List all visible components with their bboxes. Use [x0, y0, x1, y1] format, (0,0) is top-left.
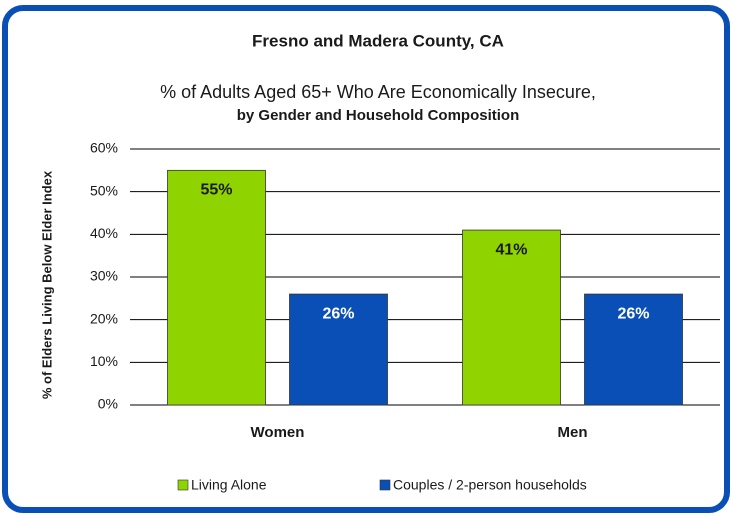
bar — [584, 293, 683, 406]
bar — [462, 229, 561, 406]
y-tick-label: 60% — [90, 140, 118, 156]
chart-subtitle: % of Adults Aged 65+ Who Are Economicall… — [160, 82, 596, 102]
y-tick-label: 20% — [90, 310, 118, 326]
data-label: 26% — [322, 305, 354, 322]
chart-title: Fresno and Madera County, CA — [252, 31, 504, 50]
y-tick-label: 10% — [90, 353, 118, 369]
y-tick-label: 30% — [90, 268, 118, 284]
data-label: 55% — [200, 182, 232, 199]
data-label: 26% — [617, 305, 649, 322]
legend-label: Living Alone — [191, 477, 267, 493]
data-label: 41% — [495, 241, 527, 258]
legend-swatch — [379, 479, 391, 491]
legend-swatch — [177, 479, 189, 491]
bar — [289, 293, 388, 406]
x-tick-label: Women — [251, 424, 305, 441]
y-axis-label: % of Elders Living Below Elder Index — [39, 170, 54, 399]
legend-label: Couples / 2-person households — [393, 477, 587, 493]
x-tick-label: Men — [558, 424, 588, 441]
y-tick-label: 40% — [90, 225, 118, 241]
bar — [167, 169, 266, 406]
chart-subtitle: by Gender and Household Composition — [237, 107, 520, 124]
y-tick-label: 50% — [90, 182, 118, 198]
y-tick-label: 0% — [98, 396, 118, 412]
